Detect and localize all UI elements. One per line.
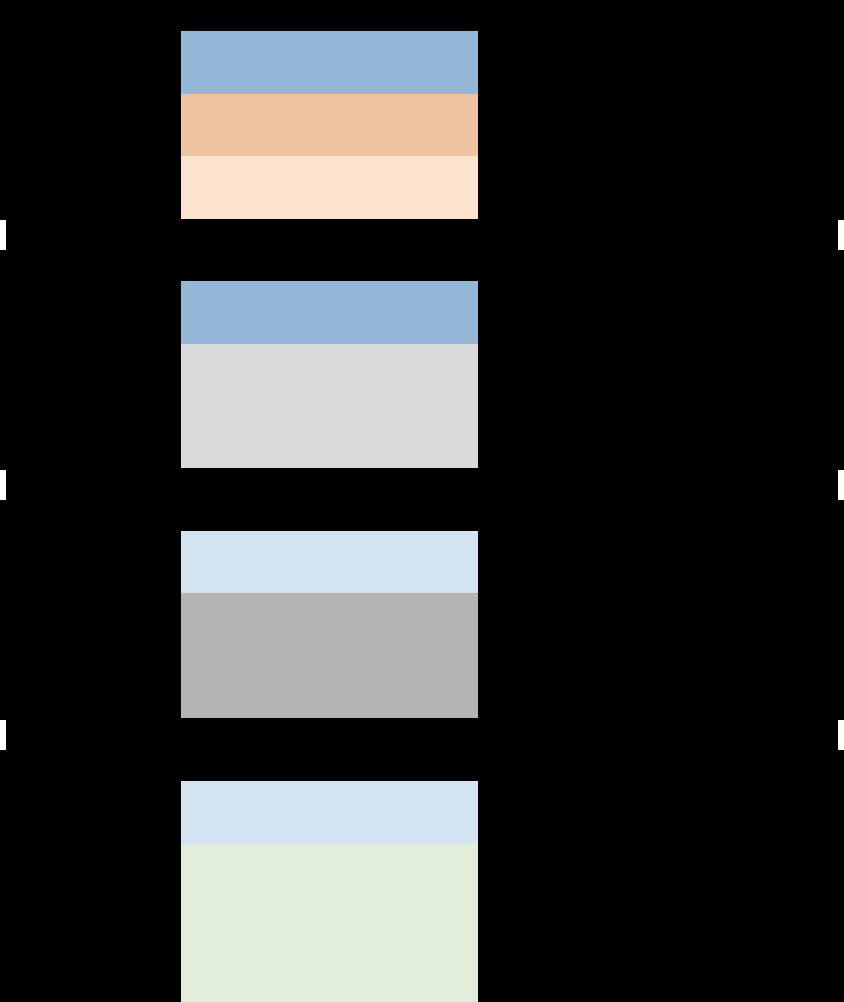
color-panel-3 (181, 531, 478, 718)
color-band (181, 281, 478, 344)
color-panel-2 (181, 281, 478, 468)
color-band (181, 94, 478, 156)
color-band (181, 531, 478, 593)
right-tick-3 (838, 720, 844, 750)
color-band (181, 781, 478, 844)
color-panel-4 (181, 781, 478, 1002)
color-band (181, 344, 478, 468)
left-tick-3 (0, 720, 6, 750)
color-band (181, 31, 478, 94)
left-tick-1 (0, 220, 6, 250)
color-band (181, 844, 478, 1002)
left-tick-2 (0, 470, 6, 500)
color-band (181, 156, 478, 219)
color-panel-1 (181, 31, 478, 219)
right-tick-1 (838, 220, 844, 250)
right-tick-2 (838, 470, 844, 500)
color-band (181, 593, 478, 718)
